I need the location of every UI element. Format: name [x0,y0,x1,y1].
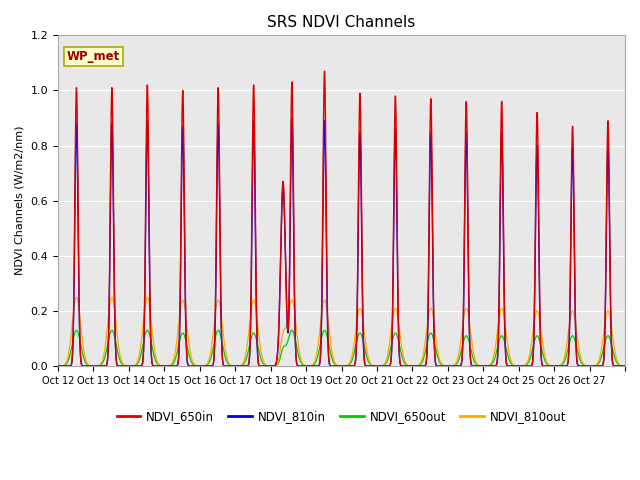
Text: WP_met: WP_met [67,50,120,63]
Legend: NDVI_650in, NDVI_810in, NDVI_650out, NDVI_810out: NDVI_650in, NDVI_810in, NDVI_650out, NDV… [112,405,571,428]
Title: SRS NDVI Channels: SRS NDVI Channels [268,15,415,30]
Y-axis label: NDVI Channels (W/m2/nm): NDVI Channels (W/m2/nm) [15,126,25,276]
